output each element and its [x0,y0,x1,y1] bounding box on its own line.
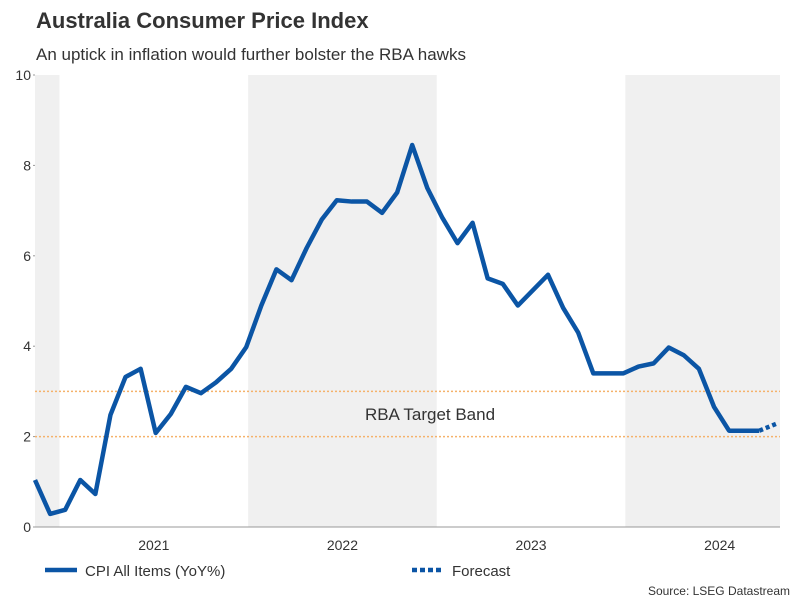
chart-title: Australia Consumer Price Index [36,8,369,33]
y-tick-label: 2 [23,429,31,445]
series-line [32,142,760,517]
year-band [248,75,437,527]
x-tick-label: 2024 [704,537,735,553]
y-tick-label: 6 [23,248,31,264]
x-tick-label: 2022 [327,537,358,553]
year-band [35,75,60,527]
series-line [758,420,779,433]
y-tick-label: 8 [23,157,31,173]
y-tick-label: 0 [23,519,31,535]
chart-subtitle: An uptick in inflation would further bol… [36,45,466,64]
x-tick-label: 2021 [138,537,169,553]
y-tick-label: 10 [15,67,31,83]
legend-label: Forecast [452,563,511,580]
legend-label: CPI All Items (YoY%) [85,563,225,580]
y-tick-label: 4 [23,338,31,354]
year-band [625,75,780,527]
source-note: Source: LSEG Datastream [648,584,790,598]
target-band-label: RBA Target Band [365,405,495,424]
x-tick-label: 2023 [515,537,546,553]
plot-area: 0 2 4 6 8 10 2021 2022 2023 2024 RBA Target Band [15,67,780,553]
